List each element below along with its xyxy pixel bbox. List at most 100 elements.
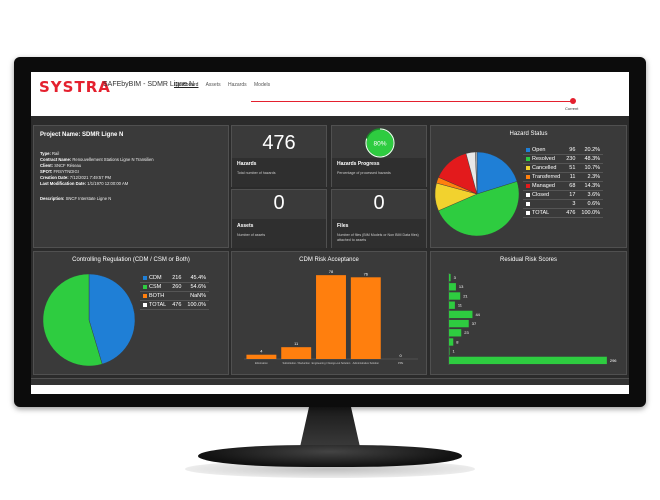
regulation-slice-csm[interactable] — [42, 273, 103, 367]
systra-logo: SYSTRA — [39, 78, 111, 96]
hazard-status-legend-row[interactable]: Transferred 11 2.3% — [523, 172, 604, 182]
dashboard-screen: SYSTRA SAFEbyBIM - SDMR Ligne N Dashboar… — [31, 72, 629, 394]
hazard-status-slice-resolved[interactable] — [438, 181, 520, 237]
nav-models[interactable]: Models — [254, 82, 271, 88]
residual-bar-value-label: 21 — [463, 293, 468, 298]
legend-percent: 20.2% — [578, 146, 604, 155]
cdm-bar-1[interactable] — [281, 347, 312, 359]
residual-bar-2[interactable] — [449, 292, 461, 300]
legend-count: 11 — [563, 172, 579, 182]
cdm-bar-value-label: 78 — [329, 269, 334, 274]
residual-bar-value-label: 1 — [453, 349, 456, 354]
assets-count-card[interactable]: 0 Assets Number of assets — [231, 189, 327, 248]
cdm-risk-acceptance-title: CDM Risk Acceptance — [299, 257, 359, 263]
residual-bar-value-label: 296 — [610, 358, 617, 363]
files-count-sub: Number of files (BIM Models or Non BIM D… — [337, 233, 419, 242]
legend-swatch — [526, 147, 530, 152]
legend-count: 3 — [563, 199, 579, 209]
residual-bar-value-label: 3 — [454, 275, 457, 280]
legend-swatch — [526, 183, 530, 188]
nav-dashboard[interactable]: Dashboard — [174, 82, 199, 88]
legend-name: BOTH — [149, 293, 165, 299]
hazard-status-legend-row[interactable]: Resolved 230 48.3% — [523, 154, 604, 164]
residual-bar-value-label: 11 — [458, 303, 463, 308]
files-count-card[interactable]: 0 Files Number of files (BIM Models or N… — [331, 189, 427, 248]
app-title: SAFEbyBIM - SDMR Ligne N — [103, 81, 195, 88]
residual-bar-5[interactable] — [449, 319, 469, 328]
project-title: Project Name: SDMR Ligne N — [40, 132, 124, 138]
residual-risk-panel: Residual Risk Scores 3 13 21 11 44 37 23 8 1 296 — [430, 251, 627, 375]
legend-count — [169, 291, 185, 301]
nav-assets[interactable]: Assets — [205, 82, 221, 88]
cdm-bar-value-label: 11 — [294, 341, 299, 346]
residual-bar-6[interactable] — [449, 329, 462, 337]
cdm-risk-acceptance-panel: CDM Risk Acceptance 4 Elimination 11 Substi… — [231, 251, 427, 375]
files-count-label: Files — [337, 223, 349, 229]
legend-count: 51 — [563, 163, 579, 173]
hazard-status-legend-row[interactable]: Open 96 20.2% — [523, 146, 604, 155]
hazards-count-value: 476 — [262, 132, 296, 154]
residual-bar-7[interactable] — [449, 338, 454, 346]
progress-gauge: 80% — [365, 128, 395, 158]
cdm-bar-value-label: 0 — [399, 353, 402, 358]
regulation-slice-cdm[interactable] — [88, 273, 136, 365]
legend-percent: 14.3% — [578, 181, 604, 191]
controlling-regulation-pie — [42, 273, 136, 367]
hazard-status-legend-row[interactable]: Managed 68 14.3% — [523, 181, 604, 191]
residual-bar-0[interactable] — [449, 273, 451, 282]
cdm-category-label: Administrative Solution — [353, 361, 380, 365]
files-count-value: 0 — [373, 192, 385, 214]
regulation-legend-row[interactable]: CDM 216 45.4% — [140, 274, 210, 283]
workflow-current-dot[interactable] — [570, 98, 576, 104]
hazard-status-legend: Open 96 20.2% Resolved 230 48.3% Cancelled 51 10… — [523, 146, 604, 218]
legend-swatch — [526, 192, 530, 197]
cdm-risk-acceptance-chart: 4 Elimination 11 Substitution / Reduction 78… — [244, 269, 418, 365]
residual-bar-8[interactable] — [449, 347, 450, 355]
legend-swatch — [143, 284, 147, 289]
legend-swatch — [526, 156, 530, 161]
regulation-legend-row[interactable]: BOTH NaN% — [140, 291, 210, 301]
controlling-regulation-panel: Controlling Regulation (CDM / CSM or Bot… — [33, 251, 229, 375]
hazards-count-card[interactable]: 476 Hazards Total number of hazards — [231, 125, 327, 187]
residual-bar-3[interactable] — [449, 301, 455, 309]
residual-bar-value-label: 37 — [472, 321, 477, 326]
residual-bar-value-label: 8 — [456, 339, 459, 344]
legend-name: CSM — [149, 284, 162, 290]
hazard-status-panel: Hazard Status Open 96 20.2% Resolved 230 48.3… — [430, 125, 627, 248]
hazard-status-legend-row[interactable]: Closed 17 3.6% — [523, 190, 604, 200]
hazards-count-sub: Total number of hazards — [237, 171, 276, 175]
legend-swatch — [526, 210, 530, 215]
residual-bar-9[interactable] — [449, 356, 607, 365]
legend-percent: 54.6% — [184, 282, 210, 292]
legend-name: Closed — [532, 192, 550, 198]
project-spot: SPOT: FRSYTNDIGI — [40, 169, 79, 174]
hazards-progress-card[interactable]: 80% Hazards Progress Percentage of proce… — [331, 125, 427, 187]
cdm-bar-2[interactable] — [316, 275, 346, 359]
bottom-bar — [31, 385, 629, 394]
cdm-bar-3[interactable] — [350, 277, 381, 359]
project-contract: Contract Name: Renouvellement Stations L… — [40, 157, 154, 162]
hazard-status-slice-open[interactable] — [476, 151, 518, 195]
legend-percent: 2.3% — [578, 172, 604, 182]
hazard-status-legend-row[interactable]: TOTAL 476 100.0% — [523, 208, 604, 218]
residual-bar-value-label: 13 — [459, 284, 464, 289]
hazard-status-legend-row[interactable]: 3 0.6% — [523, 199, 604, 209]
monitor-neck — [300, 407, 360, 447]
residual-bar-value-label: 23 — [464, 330, 469, 335]
regulation-legend-row[interactable]: TOTAL 476 100.0% — [140, 300, 210, 310]
legend-name: Managed — [532, 183, 555, 189]
regulation-legend-row[interactable]: CSM 260 54.6% — [140, 282, 210, 292]
hazard-status-title: Hazard Status — [509, 131, 548, 137]
monitor-base — [198, 445, 462, 467]
assets-count-sub: Number of assets — [237, 233, 266, 237]
cdm-bar-0[interactable] — [246, 354, 277, 359]
legend-count: 96 — [563, 146, 579, 155]
assets-count-label: Assets — [237, 223, 254, 229]
legend-swatch — [526, 174, 530, 179]
nav-hazards[interactable]: Hazards — [228, 82, 247, 88]
residual-bar-1[interactable] — [449, 283, 456, 291]
residual-bar-4[interactable] — [449, 310, 473, 319]
hazard-status-legend-row[interactable]: Cancelled 51 10.7% — [523, 163, 604, 173]
hazard-status-slice-unnamed-6[interactable] — [475, 151, 478, 195]
workflow-progress-line — [251, 101, 573, 102]
